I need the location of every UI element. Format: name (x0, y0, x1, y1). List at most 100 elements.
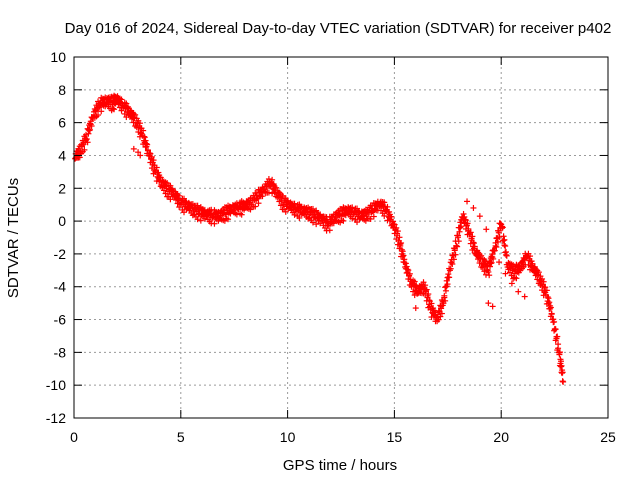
x-tick-label: 0 (70, 429, 78, 445)
data-point (486, 272, 493, 279)
y-tick-label: -10 (46, 377, 66, 393)
data-point (197, 217, 204, 224)
data-point (483, 262, 490, 269)
data-point (405, 267, 412, 274)
data-point (465, 225, 472, 232)
y-tick-label: 2 (58, 180, 66, 196)
data-point (426, 297, 433, 304)
data-point (470, 239, 477, 246)
data-point (503, 252, 510, 259)
data-point (411, 278, 418, 285)
data-point (393, 224, 400, 231)
data-point (135, 149, 142, 156)
data-point (130, 145, 137, 152)
data-point (252, 203, 259, 210)
data-point (455, 238, 462, 245)
data-point (349, 204, 356, 211)
data-point (157, 174, 164, 181)
data-point (499, 224, 506, 231)
data-point (485, 268, 492, 275)
data-point (340, 217, 347, 224)
data-point (488, 259, 495, 266)
data-point (492, 242, 499, 249)
data-point (136, 120, 143, 127)
data-point (501, 242, 508, 249)
data-point (559, 369, 566, 376)
data-point (144, 141, 151, 148)
data-point (296, 214, 303, 221)
y-tick-label: -6 (54, 312, 67, 328)
data-point (476, 213, 483, 220)
data-point (428, 300, 435, 307)
data-point (501, 236, 508, 243)
data-point (453, 242, 460, 249)
data-point (269, 176, 276, 183)
data-point (140, 127, 147, 134)
data-point (396, 234, 403, 241)
data-point (556, 349, 563, 356)
data-point (142, 137, 149, 144)
data-point (502, 270, 509, 277)
data-point (422, 282, 429, 289)
data-point (265, 189, 272, 196)
data-point (141, 134, 148, 141)
data-point (502, 243, 509, 250)
data-point (467, 229, 474, 236)
data-point (425, 291, 432, 298)
plot-frame (73, 56, 609, 419)
y-tick-label: -2 (54, 246, 67, 262)
data-point (547, 304, 554, 311)
data-point (291, 211, 298, 218)
data-point (471, 243, 478, 250)
data-point (515, 288, 522, 295)
x-tick-label: 10 (280, 429, 296, 445)
data-point (446, 274, 453, 281)
data-point (464, 220, 471, 227)
data-point (259, 193, 266, 200)
data-point (449, 261, 456, 268)
data-point (394, 228, 401, 235)
y-tick-label: 6 (58, 115, 66, 131)
data-point (452, 251, 459, 258)
data-point (354, 219, 361, 226)
data-point (153, 164, 160, 171)
data-point (406, 270, 413, 277)
data-point (513, 275, 520, 282)
data-point (460, 210, 467, 217)
data-point (490, 255, 497, 262)
data-point (123, 100, 130, 107)
x-tick-label: 20 (493, 429, 509, 445)
data-point (548, 311, 555, 318)
data-point (313, 221, 320, 228)
data-point (478, 252, 485, 259)
data-point (147, 150, 154, 157)
data-point (529, 260, 536, 267)
data-point (370, 213, 377, 220)
data-point (485, 300, 492, 307)
data-point (527, 253, 534, 260)
data-point (400, 252, 407, 259)
data-point (551, 318, 558, 325)
data-point (499, 223, 506, 230)
data-point (81, 146, 88, 153)
data-point (88, 123, 95, 130)
x-tick-label: 5 (177, 429, 185, 445)
data-point (111, 106, 118, 113)
chart-title: Day 016 of 2024, Sidereal Day-to-day VTE… (65, 20, 612, 37)
data-point (458, 223, 465, 230)
data-point (238, 211, 245, 218)
data-point (470, 240, 477, 247)
y-tick-label: -4 (54, 279, 67, 295)
y-tick-label: -12 (46, 410, 66, 426)
data-point (554, 333, 561, 340)
y-axis-label: SDTVAR / TECUs (5, 178, 22, 298)
data-point (109, 105, 116, 112)
data-point (444, 281, 451, 288)
data-point (496, 259, 503, 266)
data-point (437, 313, 444, 320)
data-point (326, 227, 333, 234)
data-point (560, 378, 567, 385)
data-point (265, 175, 272, 182)
